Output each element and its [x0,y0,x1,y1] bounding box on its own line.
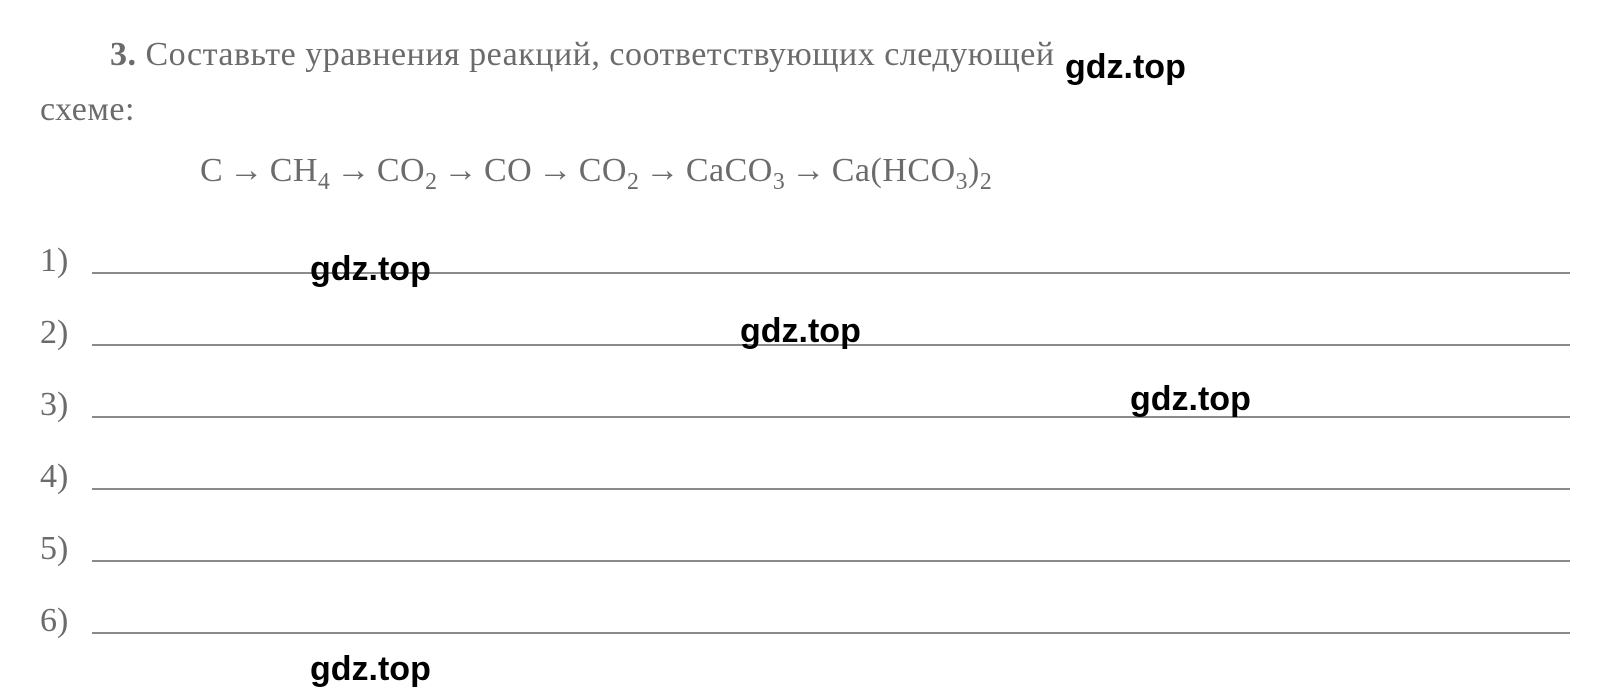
instruction-line-2: схеме: [0,85,1580,134]
answer-blank-line[interactable] [92,270,1570,274]
answer-line-label: 1) [40,242,92,280]
answer-row: 2) [40,296,1570,368]
answer-line-label: 2) [40,314,92,352]
answer-blank-line[interactable] [92,630,1570,634]
scheme-compound: CO2 [377,152,438,189]
scheme-compound: C [200,152,223,189]
answer-blank-line[interactable] [92,414,1570,418]
scheme-compound: CO [484,152,532,189]
answer-row: 5) [40,512,1570,584]
instruction-text-2: схеме: [40,91,135,128]
scheme-compound: CH4 [270,152,331,189]
question-number: 3. [40,36,137,73]
answer-line-label: 3) [40,386,92,424]
answer-row: 4) [40,440,1570,512]
answer-blank-line[interactable] [92,486,1570,490]
arrow-icon: → [785,147,832,195]
answer-blank-line[interactable] [92,342,1570,346]
answer-lines-container: 1) 2) 3) 4) 5) 6) [0,224,1580,656]
answer-row: 1) [40,224,1570,296]
answer-line-label: 4) [40,458,92,496]
answer-line-label: 6) [40,602,92,640]
scheme-compound: Ca(HCO3)2 [832,152,993,189]
arrow-icon: → [330,147,377,195]
page-root: 3. Составьте уравнения реакций, соответс… [0,0,1620,693]
answer-row: 3) [40,368,1570,440]
scheme-compound: CO2 [579,152,640,189]
arrow-icon: → [639,147,686,195]
answer-line-label: 5) [40,530,92,568]
instruction-line-1: 3. Составьте уравнения реакций, соответс… [0,30,1580,79]
arrow-icon: → [532,147,579,195]
answer-blank-line[interactable] [92,558,1570,562]
answer-row: 6) [40,584,1570,656]
instruction-text-1: Составьте уравнения реакций, соответству… [146,36,1055,73]
arrow-icon: → [223,147,270,195]
arrow-icon: → [437,147,484,195]
reaction-scheme: C→CH4→CO2→CO→CO2→CaCO3→Ca(HCO3)2 [0,147,1580,195]
scheme-compound: CaCO3 [686,152,785,189]
